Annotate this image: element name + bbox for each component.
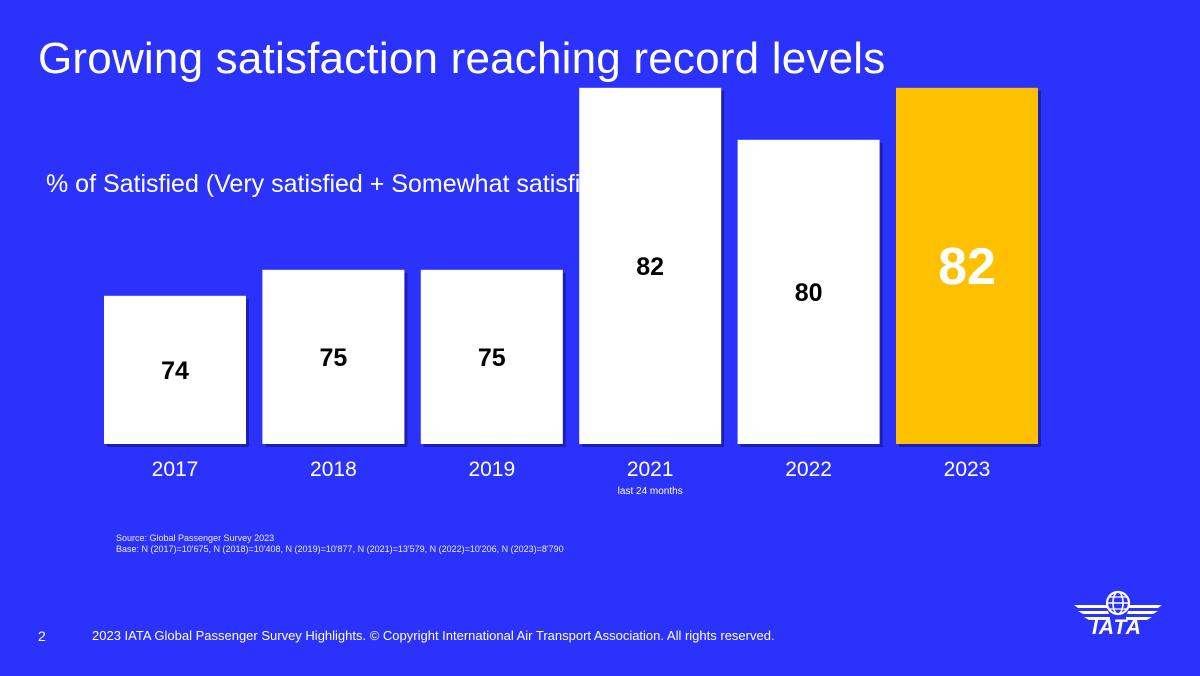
x-tick-label: 2019 [468,458,515,481]
bar-value-label: 75 [319,344,347,372]
bar-2019 [420,269,563,444]
source-line: Source: Global Passenger Survey 2023 [116,533,275,543]
x-tick-note: last 24 months [618,486,683,497]
base-line: Base: N (2017)=10'675, N (2018)=10'408, … [116,544,564,554]
footer-copyright: 2023 IATA Global Passenger Survey Highli… [92,628,775,643]
x-tick-label: 2022 [785,458,832,481]
bar-value-label: 82 [938,238,996,296]
bar-2017 [104,295,246,444]
x-tick-label: 2023 [944,458,991,481]
page-title: Growing satisfaction reaching record lev… [38,34,886,83]
bar-value-label: 80 [795,279,823,307]
bar-value-label: 75 [478,344,506,372]
x-tick-label: 2018 [310,458,357,481]
bar-2022 [737,139,880,445]
bar-value-label: 82 [636,253,664,281]
source-note: Source: Global Passenger Survey 2023 Bas… [116,533,564,555]
x-tick-label: 2021 [627,458,674,481]
bar-2018 [262,269,405,444]
globe-wings-icon [1074,590,1162,620]
logo-text: IATA [1092,616,1142,639]
x-tick-label: 2017 [152,458,199,481]
page-number: 2 [38,628,46,644]
bar-2021 [579,87,722,445]
bar-value-label: 74 [161,357,189,385]
chart-subtitle: % of Satisfied (Very satisfied + Somewha… [46,170,617,198]
bar-2023 [896,87,1038,445]
